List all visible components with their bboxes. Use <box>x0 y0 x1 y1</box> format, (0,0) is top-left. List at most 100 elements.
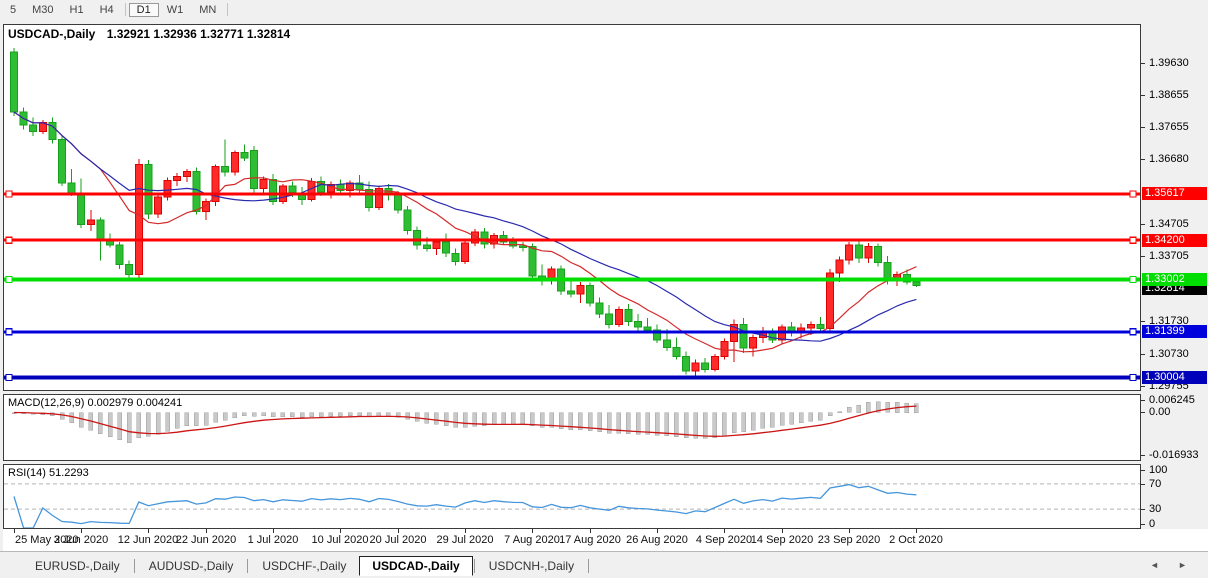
price-axis-tick <box>1141 224 1145 225</box>
time-axis-label: 25 May 2020 <box>15 534 79 546</box>
line-handle-left[interactable] <box>5 190 13 198</box>
line-handle-left[interactable] <box>5 275 13 283</box>
macd-signal-line <box>13 405 917 437</box>
horizontal-line-1-30004[interactable] <box>4 373 1140 381</box>
price-axis-tick <box>1141 386 1145 387</box>
rsi-axis-tick <box>1141 509 1145 510</box>
rsi-axis-tick <box>1141 470 1145 471</box>
tab-usdcnh[interactable]: USDCNH-,Daily <box>488 558 575 573</box>
time-axis-label: 26 Aug 2020 <box>626 534 688 546</box>
rsi-chart[interactable] <box>4 465 1140 528</box>
time-axis-tick <box>148 529 149 533</box>
time-axis-tick <box>724 529 725 533</box>
time-axis-tick <box>81 529 82 533</box>
tab-usdcad[interactable]: USDCAD-,Daily <box>359 555 473 576</box>
macd-axis-label: -0.016933 <box>1149 449 1199 461</box>
line-handle-left[interactable] <box>5 328 13 336</box>
time-axis-label: 7 Aug 2020 <box>504 534 560 546</box>
tab-audusd[interactable]: AUDUSD-,Daily <box>148 558 234 573</box>
macd-chart[interactable] <box>4 395 1140 460</box>
rsi-axis-tick <box>1141 524 1145 525</box>
rsi-axis-label: 70 <box>1149 478 1162 490</box>
time-axis-label: 17 Aug 2020 <box>559 534 621 546</box>
price-axis-tick <box>1141 321 1145 322</box>
ma-slow-line <box>13 111 917 342</box>
time-axis-label: 3 Jun 2020 <box>53 534 109 546</box>
macd-axis-tick <box>1141 412 1145 413</box>
tabs-scroll-left-icon[interactable]: ◄ <box>1150 560 1159 570</box>
time-axis-tick <box>398 529 399 533</box>
time-axis-tick <box>465 529 466 533</box>
time-axis-tick <box>206 529 207 533</box>
price-axis-tick <box>1141 127 1145 128</box>
time-axis-label: 12 Jun 2020 <box>117 534 179 546</box>
line-handle-right[interactable] <box>1129 373 1137 381</box>
timeframe-button-h1[interactable]: H1 <box>69 3 84 16</box>
tab-eurusd[interactable]: EURUSD-,Daily <box>35 558 120 573</box>
time-axis-tick <box>340 529 341 533</box>
time-axis-label: 4 Sep 2020 <box>695 534 753 546</box>
tab-usdchf[interactable]: USDCHF-,Daily <box>262 558 347 573</box>
price-axis-label: 1.31730 <box>1149 315 1189 327</box>
time-axis-tick <box>657 529 658 533</box>
time-axis-label: 20 Jul 2020 <box>369 534 427 546</box>
line-handle-right[interactable] <box>1129 190 1137 198</box>
timeframe-button-5[interactable]: 5 <box>10 3 17 16</box>
candlestick-chart[interactable] <box>4 25 1140 390</box>
price-axis-tick <box>1141 63 1145 64</box>
chart-symbol-label: USDCAD-,Daily <box>8 27 96 41</box>
macd-axis-tick <box>1141 400 1145 401</box>
time-axis-tick <box>916 529 917 533</box>
chart-tabs-bar: EURUSD-,Daily AUDUSD-,Daily USDCHF-,Daily U… <box>0 551 1208 578</box>
price-axis-label: 1.30730 <box>1149 348 1189 360</box>
horizontal-line-1-35617[interactable] <box>4 190 1140 198</box>
rsi-line <box>13 483 917 528</box>
horizontal-line-1-31399[interactable] <box>4 328 1140 336</box>
rsi-axis-label: 30 <box>1149 503 1162 515</box>
price-axis-label: 1.36680 <box>1149 153 1189 165</box>
time-axis-label: 2 Oct 2020 <box>889 534 943 546</box>
price-axis-tick <box>1141 354 1145 355</box>
timeframe-button-m30[interactable]: M30 <box>32 3 54 16</box>
time-axis-tick <box>590 529 591 533</box>
rsi-label: RSI(14) 51.2293 <box>8 467 89 479</box>
time-axis-label: 23 Sep 2020 <box>817 534 881 546</box>
line-handle-right[interactable] <box>1129 328 1137 336</box>
time-axis-label: 29 Jul 2020 <box>436 534 494 546</box>
price-level-badge-1-33002: 1.33002 <box>1142 273 1207 286</box>
rsi-indicator-pane[interactable]: RSI(14) 51.2293 <box>3 464 1141 529</box>
macd-axis-label: 0.006245 <box>1149 394 1195 406</box>
line-handle-right[interactable] <box>1129 275 1137 283</box>
horizontal-line-1-33002[interactable] <box>4 275 1140 283</box>
time-axis-label: 10 Jul 2020 <box>311 534 369 546</box>
price-axis-label: 1.38655 <box>1149 89 1189 101</box>
line-handle-right[interactable] <box>1129 236 1137 244</box>
chart-ohlc-values: 1.32921 1.32936 1.32771 1.32814 <box>106 27 291 41</box>
price-axis-tick <box>1141 256 1145 257</box>
line-handle-left[interactable] <box>5 236 13 244</box>
timeframe-button-mn[interactable]: MN <box>199 3 217 16</box>
tab-separator <box>247 558 249 573</box>
timeframe-button-h4[interactable]: H4 <box>99 3 114 16</box>
line-handle-left[interactable] <box>5 373 13 381</box>
timeframe-button-w1[interactable]: W1 <box>166 3 184 16</box>
macd-axis-tick <box>1141 455 1145 456</box>
price-axis-tick <box>1141 159 1145 160</box>
time-axis-label: 1 Jul 2020 <box>247 534 299 546</box>
toolbar-separator <box>124 3 126 16</box>
candles-series <box>10 47 921 376</box>
tab-separator <box>588 558 590 573</box>
timeframe-button-d1[interactable]: D1 <box>128 2 159 17</box>
time-axis-tick <box>14 529 15 533</box>
price-axis-tick <box>1141 95 1145 96</box>
macd-indicator-pane[interactable]: MACD(12,26,9) 0.002979 0.004241 <box>3 394 1141 461</box>
horizontal-line-1-34200[interactable] <box>4 236 1140 244</box>
price-chart-pane[interactable]: USDCAD-,Daily 1.32921 1.32936 1.32771 1.… <box>3 24 1141 391</box>
timeframe-toolbar: 5 M30 H1 H4 D1 W1 MN <box>0 0 1208 19</box>
price-level-badge-1-31399: 1.31399 <box>1142 325 1207 338</box>
time-axis-tick <box>273 529 274 533</box>
tab-separator <box>133 558 135 573</box>
time-axis-tick <box>532 529 533 533</box>
tabs-scroll-right-icon[interactable]: ► <box>1178 560 1187 570</box>
